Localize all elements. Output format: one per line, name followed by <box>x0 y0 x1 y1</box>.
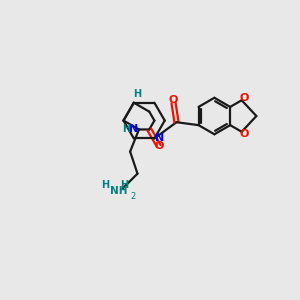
Text: N: N <box>129 124 138 134</box>
Text: H: H <box>101 180 109 190</box>
Text: O: O <box>154 141 164 151</box>
Text: N: N <box>155 134 164 143</box>
Text: H: H <box>133 89 141 100</box>
Text: NH: NH <box>110 186 127 196</box>
Text: O: O <box>239 93 249 103</box>
Text: H: H <box>122 124 130 134</box>
Text: 2: 2 <box>130 192 136 201</box>
Text: O: O <box>239 129 249 139</box>
Text: H: H <box>120 180 128 190</box>
Text: O: O <box>169 95 178 105</box>
